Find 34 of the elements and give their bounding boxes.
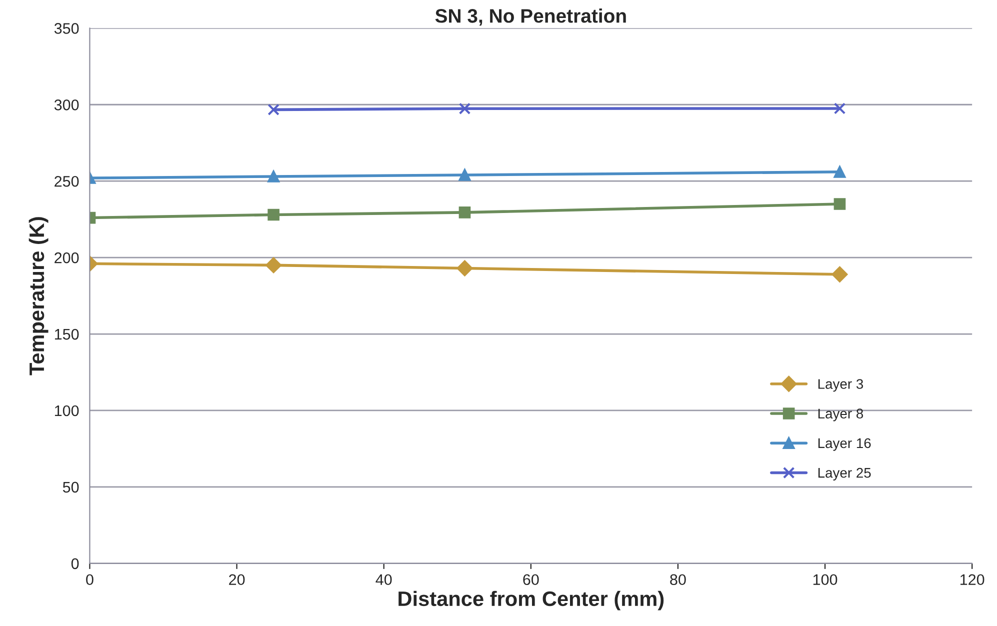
point bbox=[458, 169, 471, 181]
y-tick-label: 200 bbox=[54, 252, 79, 264]
x-tick-label: 40 bbox=[376, 574, 392, 586]
y-tick-label: 300 bbox=[54, 100, 79, 110]
point bbox=[834, 198, 846, 210]
y-tick-label: 150 bbox=[54, 328, 79, 340]
point bbox=[832, 266, 848, 282]
x-tick-label: 20 bbox=[229, 574, 245, 586]
y-tick-label: 50 bbox=[62, 482, 79, 493]
x-tick-label: 120 bbox=[960, 574, 984, 586]
point bbox=[266, 257, 282, 274]
y-tick-label: 100 bbox=[54, 405, 79, 416]
point bbox=[268, 208, 280, 221]
chart-title: SN 3, No Penetration bbox=[435, 8, 626, 26]
x-tick-label: 0 bbox=[86, 574, 94, 586]
x-axis-title: Distance from Center (mm) bbox=[398, 590, 664, 610]
y-tick-label: 350 bbox=[54, 23, 79, 34]
point bbox=[458, 102, 471, 115]
point bbox=[268, 104, 280, 116]
legend-label: Layer 25 bbox=[818, 468, 871, 480]
point bbox=[834, 102, 846, 114]
x-tick-label: 100 bbox=[813, 574, 838, 586]
y-tick-label: 250 bbox=[54, 176, 79, 187]
legend-label: Layer 8 bbox=[818, 408, 864, 422]
legend-label: Layer 16 bbox=[818, 438, 871, 451]
x-tick-label: 60 bbox=[523, 574, 539, 586]
point bbox=[268, 170, 280, 182]
x-tick-label: 80 bbox=[670, 574, 686, 586]
legend-label: Layer 3 bbox=[818, 379, 864, 392]
point bbox=[458, 206, 471, 218]
point bbox=[456, 260, 473, 276]
y-tick-label: 0 bbox=[71, 558, 79, 570]
y-axis-title: Temperature (K) bbox=[28, 217, 48, 376]
point bbox=[834, 166, 846, 178]
